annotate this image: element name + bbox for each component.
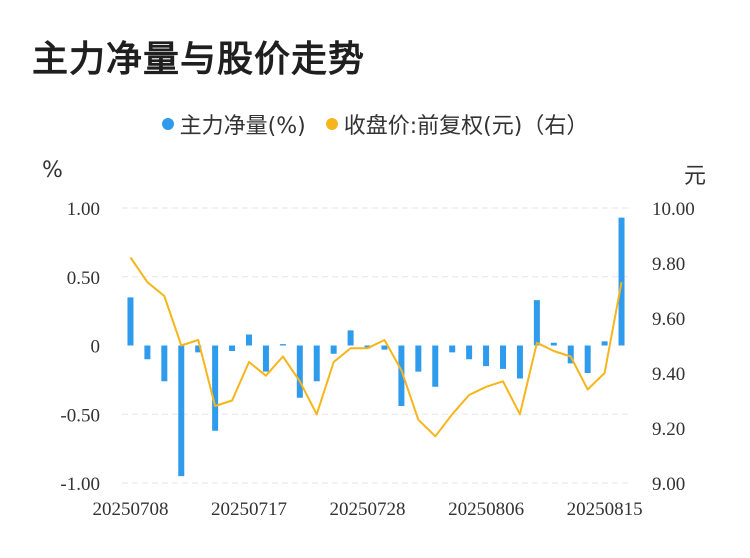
- net-volume-bar: [533, 300, 540, 346]
- net-volume-bar: [195, 345, 202, 353]
- left-tick-label: -0.50: [60, 405, 100, 426]
- net-volume-bar: [601, 341, 608, 346]
- left-tick-label: 0.50: [67, 268, 100, 289]
- legend-item-net-volume[interactable]: 主力净量(%): [161, 108, 306, 140]
- right-tick-label: 9.80: [652, 254, 685, 275]
- net-volume-bar: [398, 345, 405, 406]
- right-tick-label: 9.60: [652, 309, 685, 330]
- left-tick-label: 0: [91, 337, 101, 358]
- right-tick-label: 10.00: [652, 199, 695, 220]
- net-volume-bar: [381, 345, 388, 350]
- right-tick-label: 9.40: [652, 364, 685, 385]
- net-volume-bar: [313, 345, 320, 382]
- legend-item-close-price[interactable]: 收盘价:前复权(元)（右）: [325, 108, 589, 140]
- net-volume-bar: [229, 345, 236, 351]
- left-tick-label: -1.00: [60, 474, 100, 495]
- net-volume-bar: [449, 345, 456, 353]
- net-volume-bar: [262, 345, 269, 372]
- x-tick-label: 20250717: [211, 499, 287, 520]
- net-volume-bar: [212, 345, 219, 431]
- net-volume-bar: [550, 342, 557, 346]
- net-volume-bar: [246, 334, 252, 346]
- legend-bar-marker: [161, 118, 174, 130]
- net-volume-bar: [516, 345, 523, 379]
- close-price-line: [129, 256, 623, 438]
- left-axis-unit: %: [42, 158, 63, 183]
- legend-label-net-volume: 主力净量(%): [179, 114, 306, 139]
- x-tick-label: 20250728: [330, 499, 406, 520]
- net-volume-bar: [364, 345, 371, 349]
- net-volume-bar: [279, 344, 286, 346]
- net-volume-bar: [296, 345, 303, 398]
- net-volume-bar: [567, 345, 574, 364]
- legend-line-marker: [325, 118, 338, 130]
- legend: 主力净量(%) 收盘价:前复权(元)（右）: [0, 108, 750, 140]
- net-volume-bar: [432, 345, 439, 387]
- chart-title: 主力净量与股价走势: [32, 39, 366, 80]
- right-tick-label: 9.00: [652, 474, 685, 495]
- net-volume-bar: [584, 345, 591, 373]
- x-tick-label: 20250806: [448, 499, 524, 520]
- left-tick-label: 1.00: [67, 199, 100, 220]
- legend-label-close-price: 收盘价:前复权(元)（右）: [343, 114, 589, 139]
- net-volume-bar: [127, 297, 134, 346]
- net-volume-bar: [483, 345, 490, 367]
- net-volume-bar: [161, 345, 168, 382]
- net-volume-bar: [466, 345, 473, 360]
- net-volume-bar: [500, 345, 506, 369]
- x-tick-label: 20250708: [92, 499, 168, 520]
- right-axis-unit: 元: [684, 164, 707, 189]
- net-volume-bar: [618, 217, 625, 346]
- net-volume-bar: [415, 345, 422, 372]
- x-tick-label: 20250815: [567, 499, 643, 520]
- net-volume-bar: [178, 345, 185, 477]
- net-volume-bar: [144, 345, 151, 360]
- net-volume-bar: [347, 330, 354, 346]
- net-volume-bar: [330, 345, 337, 354]
- right-tick-label: 9.20: [652, 419, 685, 440]
